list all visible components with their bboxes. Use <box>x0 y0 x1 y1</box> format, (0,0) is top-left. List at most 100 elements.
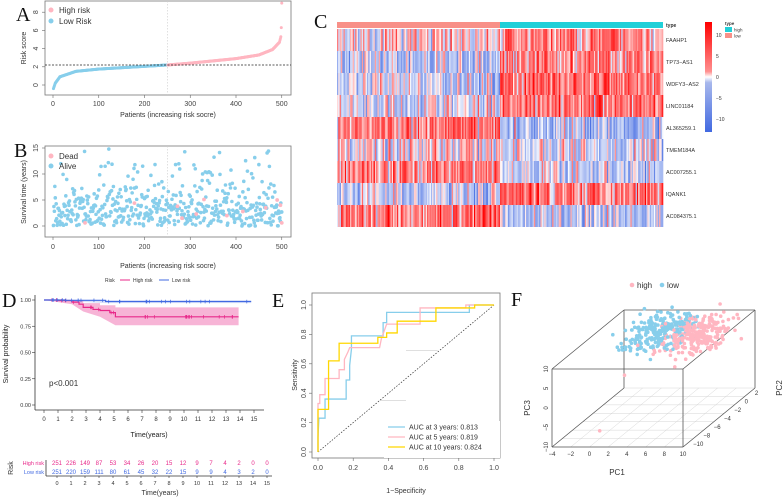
heatmap-cell <box>381 205 383 227</box>
high-point <box>707 321 712 326</box>
heatmap-cell <box>394 29 396 51</box>
heatmap-cell <box>365 95 368 117</box>
alive-point <box>188 218 193 223</box>
heatmap-cell <box>360 117 363 139</box>
heatmap-cell <box>437 51 440 73</box>
heatmap-cell <box>390 29 393 51</box>
heatmap-cell <box>386 29 389 51</box>
panel-label-b: B <box>14 140 27 162</box>
heatmap-cell <box>398 51 400 73</box>
heatmap-cell <box>527 183 529 205</box>
heatmap-cell <box>513 95 515 117</box>
heatmap-cell <box>424 95 426 117</box>
heatmap-cell <box>472 139 475 161</box>
risk-table-cell: 4 <box>223 470 227 476</box>
heatmap-cell <box>425 95 428 117</box>
heatmap-cell <box>647 161 649 183</box>
heatmap-cell <box>617 183 619 205</box>
heatmap-cell <box>575 161 578 183</box>
heatmap-cell <box>407 29 410 51</box>
alive-point <box>174 193 178 198</box>
heatmap-cell <box>407 183 410 205</box>
low-point <box>637 327 641 331</box>
pca-points <box>597 302 744 433</box>
type-bar-low <box>337 22 500 28</box>
heatmap-cell <box>415 183 417 205</box>
alive-point <box>71 212 75 217</box>
heatmap-cell <box>497 139 499 161</box>
heatmap-cell <box>629 29 631 51</box>
table-x-tick-label: 13 <box>236 481 242 487</box>
heatmap-cell <box>575 139 578 161</box>
heatmap-cell <box>443 51 446 73</box>
heatmap-cell <box>635 161 638 183</box>
heatmap-cell <box>573 95 575 117</box>
heatmap-cell <box>652 161 655 183</box>
heatmap-cell <box>426 205 429 227</box>
heatmap-cell <box>584 161 587 183</box>
heatmap-cell <box>623 205 626 227</box>
heatmap-cell <box>618 161 621 183</box>
heatmap-cell <box>629 95 631 117</box>
heatmap-cell <box>420 51 423 73</box>
heatmap-cell <box>429 205 432 227</box>
heatmap-cell <box>425 51 428 73</box>
heatmap-cell <box>396 117 399 139</box>
heatmap-cell <box>584 29 587 51</box>
heatmap-cell <box>599 29 601 51</box>
heatmap-cell <box>423 51 425 73</box>
alive-point <box>64 177 69 182</box>
heatmap-cell <box>450 51 453 73</box>
heatmap-cell <box>523 51 526 73</box>
heatmap-cell <box>477 205 480 227</box>
high-point <box>718 341 723 345</box>
heatmap-cell <box>337 183 339 205</box>
alive-point <box>246 187 251 192</box>
heatmap-cell <box>597 205 600 227</box>
alive-point <box>182 212 187 216</box>
alive-point <box>103 164 107 169</box>
heatmap-cell <box>501 205 503 227</box>
heatmap-cell <box>493 139 496 161</box>
heatmap-cell <box>584 205 587 227</box>
heatmap-cell <box>489 117 492 139</box>
heatmap-cell <box>453 139 455 161</box>
heatmap-cell <box>399 95 402 117</box>
heatmap-cell <box>596 95 599 117</box>
heatmap-cell <box>514 51 516 73</box>
heatmap-cell <box>353 29 356 51</box>
heatmap-cell <box>541 183 544 205</box>
heatmap-cell <box>639 161 642 183</box>
heatmap-cell <box>476 95 479 117</box>
heatmap-cell <box>347 205 350 227</box>
table-x-tick-label: 9 <box>181 481 184 487</box>
heatmap-cell <box>649 51 652 73</box>
alive-point <box>69 208 74 212</box>
heatmap-cell <box>402 161 404 183</box>
heatmap-cell <box>656 205 659 227</box>
heatmap-cell <box>463 183 466 205</box>
heatmap-cell <box>483 205 485 227</box>
heatmap-cell <box>399 29 402 51</box>
heatmap-cell <box>656 51 659 73</box>
risk-table-cell: 3 <box>237 470 241 476</box>
alive-point <box>82 149 87 154</box>
heatmap-cell <box>532 205 535 227</box>
heatmap-cell <box>373 73 376 95</box>
heatmap-cell <box>350 183 352 205</box>
heatmap-cell <box>537 73 540 95</box>
heatmap-cell <box>566 117 569 139</box>
high-point <box>696 335 700 340</box>
heatmap-cell <box>545 51 548 73</box>
high-point <box>680 350 685 355</box>
heatmap-cell <box>338 51 340 73</box>
heatmap-cell <box>462 51 464 73</box>
heatmap-cell <box>456 139 459 161</box>
y-axis-label: Survival time (years) <box>21 160 28 224</box>
heatmap-cell <box>496 95 498 117</box>
heatmap-cell <box>561 73 563 95</box>
heatmap-cell <box>486 117 489 139</box>
alive-point <box>236 201 241 206</box>
heatmap-cell <box>509 51 511 73</box>
risk-table-cell: 149 <box>80 461 91 467</box>
